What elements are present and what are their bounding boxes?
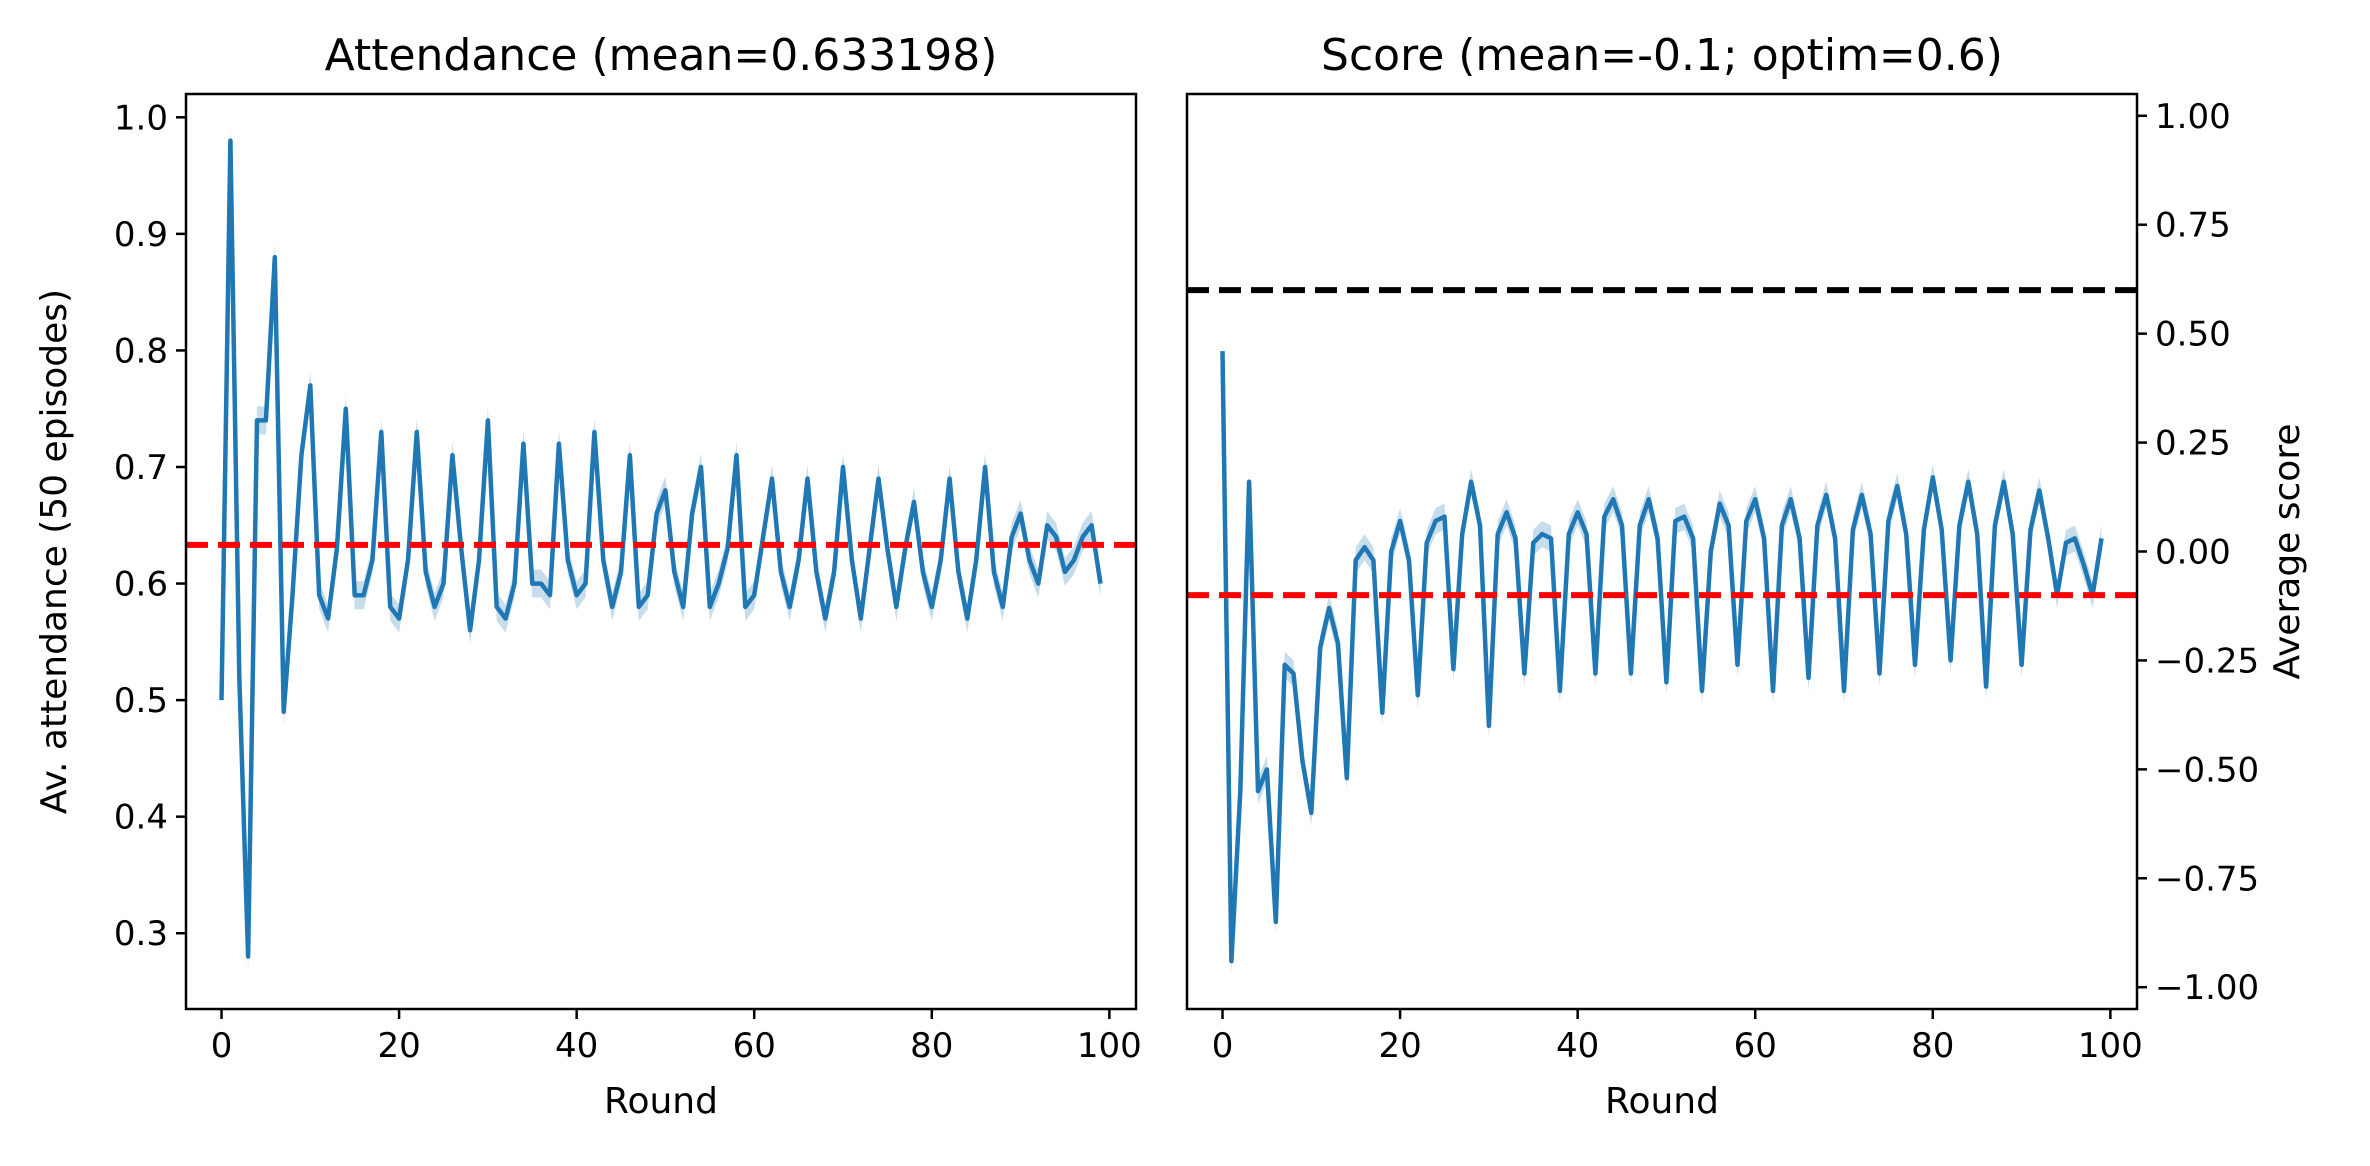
x-tick-label: 0 bbox=[211, 1026, 233, 1066]
y-tick-label: 0.50 bbox=[2155, 315, 2231, 355]
x-tick-label: 0 bbox=[1212, 1026, 1234, 1066]
chart-panel-1: 0 20 40 60 80 100 0.3 0.4 0.5 0.6 0.7 0.8 0.9 1.0 Atte… bbox=[34, 30, 1142, 1122]
series-line bbox=[1220, 351, 2104, 964]
x-tick-label: 60 bbox=[733, 1026, 776, 1066]
x-axis-label: Round bbox=[1605, 1081, 1719, 1122]
y-axis-label: Av. attendance (50 episodes) bbox=[34, 289, 75, 814]
confidence-band bbox=[1222, 338, 2102, 975]
plot-area bbox=[186, 126, 1136, 971]
chart-title: Attendance (mean=0.633198) bbox=[325, 30, 998, 81]
y-tick-label: −0.50 bbox=[2155, 750, 2259, 790]
x-tick-label: 60 bbox=[1734, 1026, 1777, 1066]
y-tick-label: 0.7 bbox=[114, 448, 168, 488]
y-tick-label: 1.00 bbox=[2155, 97, 2231, 137]
x-tick-label: 20 bbox=[377, 1026, 420, 1066]
x-tick-label: 80 bbox=[1911, 1026, 1954, 1066]
x-tick-label: 20 bbox=[1378, 1026, 1421, 1066]
y-tick-label: 1.0 bbox=[114, 98, 168, 138]
y-tick-label: 0.9 bbox=[114, 215, 168, 255]
y-tick-label: 0.8 bbox=[114, 331, 168, 371]
series-line bbox=[219, 138, 1103, 959]
y-tick-label: −0.25 bbox=[2155, 641, 2259, 681]
y-tick-label: 0.6 bbox=[114, 565, 168, 605]
plot-area bbox=[1187, 287, 2137, 975]
y-axis-label: Average score bbox=[2267, 423, 2308, 679]
y-tick-label: 0.4 bbox=[114, 798, 168, 838]
x-tick-label: 100 bbox=[2078, 1026, 2143, 1066]
x-tick-label: 100 bbox=[1077, 1026, 1142, 1066]
y-tick-label: 0.00 bbox=[2155, 533, 2231, 573]
y-tick-label: 0.25 bbox=[2155, 424, 2231, 464]
axes-frame bbox=[184, 92, 1138, 1011]
x-tick-label: 40 bbox=[555, 1026, 598, 1066]
x-axis-label: Round bbox=[604, 1081, 718, 1122]
y-tick-label: 0.3 bbox=[114, 914, 168, 954]
chart-title: Score (mean=-0.1; optim=0.6) bbox=[1321, 30, 2003, 81]
y-tick-label: 0.5 bbox=[114, 681, 168, 721]
x-tick-label: 40 bbox=[1556, 1026, 1599, 1066]
y-tick-label: −1.00 bbox=[2155, 968, 2259, 1008]
chart-panel-2: 0 20 40 60 80 100 −1.00 −0.75 −0.50 −0.25 0.00 0.25… bbox=[1185, 30, 2308, 1122]
y-tick-label: −0.75 bbox=[2155, 859, 2259, 899]
y-tick-label: 0.75 bbox=[2155, 206, 2231, 246]
x-tick-label: 80 bbox=[910, 1026, 953, 1066]
